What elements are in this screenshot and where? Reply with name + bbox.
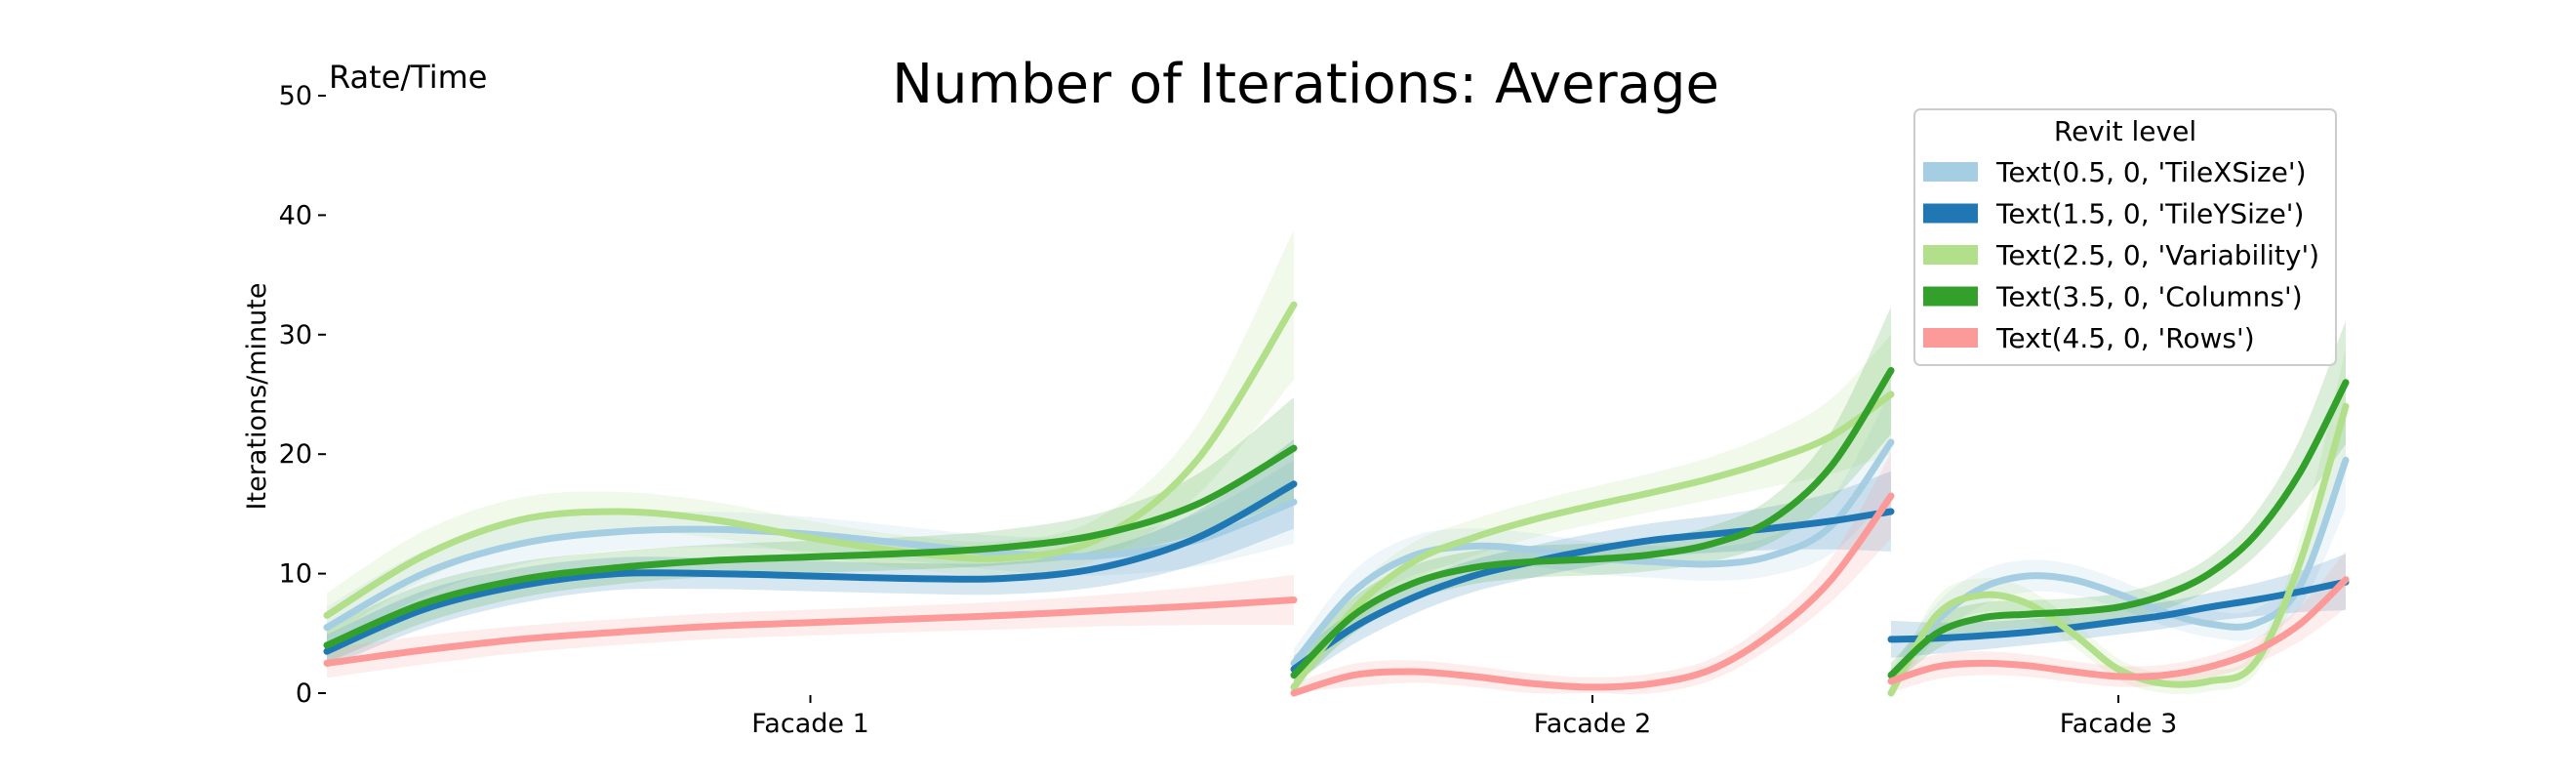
legend-label-variability: Text(2.5, 0, 'Variability') bbox=[1995, 239, 2319, 271]
line-variability-facade-1 bbox=[323, 301, 1298, 619]
line-tileysize-facade-3 bbox=[1887, 578, 2350, 643]
legend-label-tilexsize: Text(0.5, 0, 'TileXSize') bbox=[1995, 156, 2307, 188]
y-tick-label: 50 bbox=[279, 81, 312, 111]
band-variability-facade-1 bbox=[327, 229, 1294, 638]
line-rows-facade-1 bbox=[323, 596, 1298, 667]
y-tick-label: 40 bbox=[279, 200, 312, 230]
y-tick-label: 10 bbox=[279, 559, 312, 590]
band-tilexsize-facade-3 bbox=[1891, 411, 2346, 693]
x-tick-label: Facade 3 bbox=[2060, 709, 2178, 739]
line-tilexsize-facade-1 bbox=[323, 498, 1298, 632]
series-lines bbox=[323, 301, 2350, 697]
facet-ticks: Facade 1 Facade 2 Facade 3 bbox=[751, 695, 2177, 739]
legend-swatch-columns bbox=[1923, 286, 1978, 307]
band-rows-facade-1 bbox=[327, 574, 1294, 678]
legend-swatch-tilexsize bbox=[1923, 162, 1978, 182]
y-tick-label: 0 bbox=[296, 678, 312, 709]
band-variability-facade-3 bbox=[1891, 349, 2346, 695]
band-rows-facade-2 bbox=[1294, 453, 1891, 694]
legend: Revit level Text(0.5, 0, 'TileXSize') Tex… bbox=[1913, 108, 2337, 366]
line-rows-facade-2 bbox=[1290, 492, 1895, 697]
legend-label-columns: Text(3.5, 0, 'Columns') bbox=[1995, 281, 2303, 313]
legend-swatch-tileysize bbox=[1923, 203, 1978, 224]
y-tick-label: 30 bbox=[279, 320, 312, 350]
x-tick-label: Facade 2 bbox=[1534, 709, 1652, 739]
band-tileysize-facade-2 bbox=[1294, 471, 1891, 683]
line-variability-facade-2 bbox=[1290, 390, 1895, 691]
band-columns-facade-1 bbox=[327, 397, 1294, 664]
band-columns-facade-3 bbox=[1891, 320, 2346, 688]
chart-title: Number of Iterations: Average bbox=[892, 53, 1719, 116]
legend-label-tileysize: Text(1.5, 0, 'TileYSize') bbox=[1995, 198, 2304, 230]
line-columns-facade-1 bbox=[323, 444, 1298, 649]
legend-title: Revit level bbox=[2054, 115, 2196, 147]
band-variability-facade-2 bbox=[1294, 334, 1891, 693]
corner-label: Rate/Time bbox=[329, 59, 487, 96]
legend-swatch-rows bbox=[1923, 328, 1978, 348]
line-columns-facade-2 bbox=[1290, 367, 1895, 679]
line-tileysize-facade-2 bbox=[1290, 508, 1895, 673]
line-rows-facade-3 bbox=[1887, 576, 2350, 685]
x-tick-label: Facade 1 bbox=[751, 709, 869, 739]
y-tick-label: 20 bbox=[279, 439, 312, 470]
legend-label-rows: Text(4.5, 0, 'Rows') bbox=[1995, 322, 2255, 354]
line-tileysize-facade-1 bbox=[323, 480, 1298, 655]
legend-swatch-variability bbox=[1923, 245, 1978, 265]
y-axis-label: Iterations/minute bbox=[242, 283, 272, 511]
legend-frame bbox=[1913, 108, 2337, 366]
line-columns-facade-3 bbox=[1887, 379, 2350, 679]
y-axis: 0 10 20 30 40 50 bbox=[279, 81, 326, 709]
